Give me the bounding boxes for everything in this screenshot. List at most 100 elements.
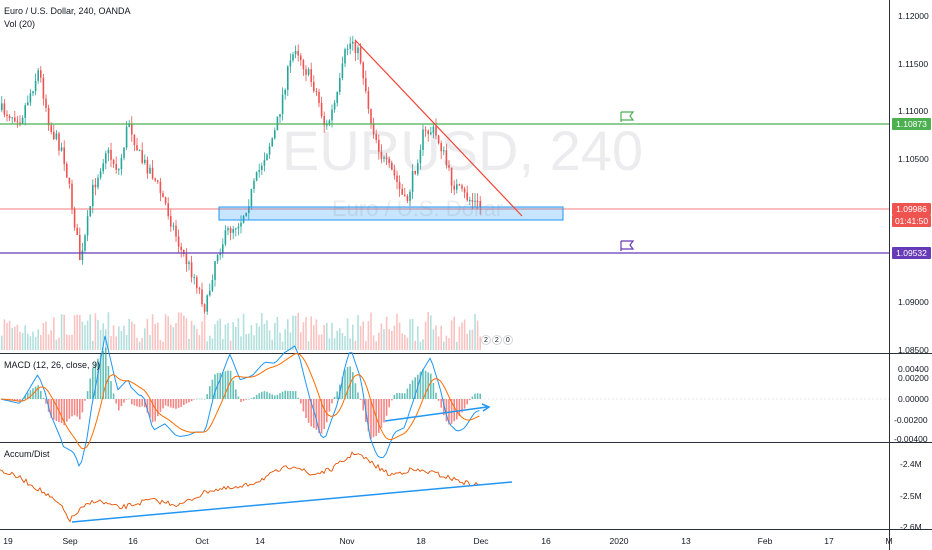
candle-body <box>216 255 219 262</box>
candle-body <box>437 135 440 144</box>
volume-bar <box>209 335 211 350</box>
volume-bar <box>461 322 463 350</box>
volume-bar <box>346 318 349 350</box>
macd-histogram-bar <box>385 399 388 416</box>
macd-histogram-bar <box>177 399 180 408</box>
candle-body <box>92 184 94 207</box>
candle-body <box>266 154 268 161</box>
volume-bar <box>336 330 338 350</box>
candle-body <box>281 94 284 115</box>
candle-body <box>180 246 182 250</box>
volume-bar <box>172 327 175 350</box>
candle-body <box>198 288 201 290</box>
volume-bar <box>258 326 260 350</box>
macd-histogram-bar <box>29 390 32 399</box>
volume-bar <box>401 333 403 350</box>
volume-bar <box>14 326 16 350</box>
macd-trendline-arrow <box>481 403 491 412</box>
candle-body <box>196 277 198 289</box>
volume-bar <box>396 313 398 350</box>
macd-histogram-bar <box>250 398 253 399</box>
candle-body <box>448 165 450 168</box>
candle-body <box>6 114 8 117</box>
macd-histogram-bar <box>352 372 354 399</box>
candle-body <box>255 171 258 181</box>
volume-bar <box>352 324 354 350</box>
candle-body <box>328 120 331 125</box>
macd-histogram-bar <box>266 391 268 399</box>
volume-bar <box>71 334 73 350</box>
macd-histogram-bar <box>383 399 385 423</box>
volume-bar <box>417 326 419 350</box>
macd-histogram-bar <box>24 395 26 399</box>
macd-axis-label: -0.00400 <box>894 434 928 444</box>
macd-histogram-bar <box>115 399 117 404</box>
candle-body <box>133 134 136 146</box>
volume-bar <box>266 320 268 350</box>
volume-bar <box>53 317 55 350</box>
macd-histogram-bar <box>201 398 203 400</box>
candle-body <box>40 70 42 78</box>
candle-body <box>131 123 133 135</box>
candle-body <box>315 91 318 93</box>
volume-bar <box>476 320 479 350</box>
candle-body <box>190 262 193 278</box>
candle-body <box>66 163 68 178</box>
macd-histogram-bar <box>354 383 357 399</box>
candle-body <box>318 91 320 104</box>
volume-bar <box>34 337 37 350</box>
macd-histogram-bar <box>27 392 29 399</box>
macd-histogram-bar <box>302 399 305 412</box>
candle-body <box>242 216 245 223</box>
flag-icon <box>620 240 635 251</box>
volume-bar <box>287 319 289 350</box>
candle-body <box>258 170 260 172</box>
macd-histogram-bar <box>294 391 297 399</box>
macd-histogram-bar <box>393 394 396 399</box>
candle-body <box>146 159 149 174</box>
accum-dist-indicator-label[interactable]: Accum/Dist <box>4 449 50 459</box>
macd-histogram-bar <box>198 398 201 400</box>
candle-body <box>154 178 156 181</box>
macd-indicator-label[interactable]: MACD (12, 26, close, 9) <box>4 360 101 370</box>
macd-histogram-bar <box>456 399 458 420</box>
macd-histogram-bar <box>437 399 440 401</box>
macd-histogram-bar <box>209 386 211 399</box>
macd-histogram-bar <box>326 399 328 423</box>
price-tag-green-level[interactable]: 1.10873 <box>892 118 931 130</box>
drawings[interactable] <box>0 39 889 523</box>
volume-bar <box>333 338 336 350</box>
symbol-title[interactable]: Euro / U.S. Dollar, 240, OANDA <box>4 6 131 16</box>
volume-bar <box>201 321 203 350</box>
volume-bar <box>380 323 383 350</box>
candle-body <box>279 114 281 117</box>
candle-body <box>86 216 89 236</box>
time-axis-label: Feb <box>757 536 773 546</box>
volume-bar <box>175 323 177 350</box>
candle-body <box>253 180 255 190</box>
candle-body <box>445 150 448 166</box>
candle-body <box>224 230 227 245</box>
volume-bar <box>183 315 185 350</box>
candle-body <box>333 102 336 110</box>
volume-bar <box>206 341 208 350</box>
volume-bar <box>219 318 221 350</box>
candle-body <box>341 63 344 79</box>
macd-histogram-bar <box>164 399 167 406</box>
price-tag-purple-level[interactable]: 1.09532 <box>892 247 931 259</box>
flag-icon <box>620 111 635 122</box>
accum-dist-series <box>0 451 481 523</box>
macd-histogram-bar <box>359 399 362 400</box>
volume-bar <box>29 336 32 350</box>
price-tag-current[interactable]: 1.09986 <box>892 203 931 215</box>
candle-body <box>201 289 203 305</box>
macd-axis-label: -0.00200 <box>894 415 928 425</box>
macd-histogram-bar <box>401 393 403 399</box>
volume-bar <box>107 312 110 350</box>
candle-body <box>222 244 224 253</box>
volume-indicator-label[interactable]: Vol (20) <box>4 19 36 29</box>
volume-bar <box>378 332 380 350</box>
volume-bar <box>198 335 201 350</box>
